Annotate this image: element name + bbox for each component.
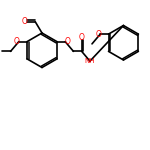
Text: NH: NH [85,58,95,64]
Text: O: O [79,33,85,42]
Text: O: O [22,17,28,26]
Text: O: O [95,30,101,39]
Text: O: O [14,37,20,46]
Text: O: O [64,37,70,46]
